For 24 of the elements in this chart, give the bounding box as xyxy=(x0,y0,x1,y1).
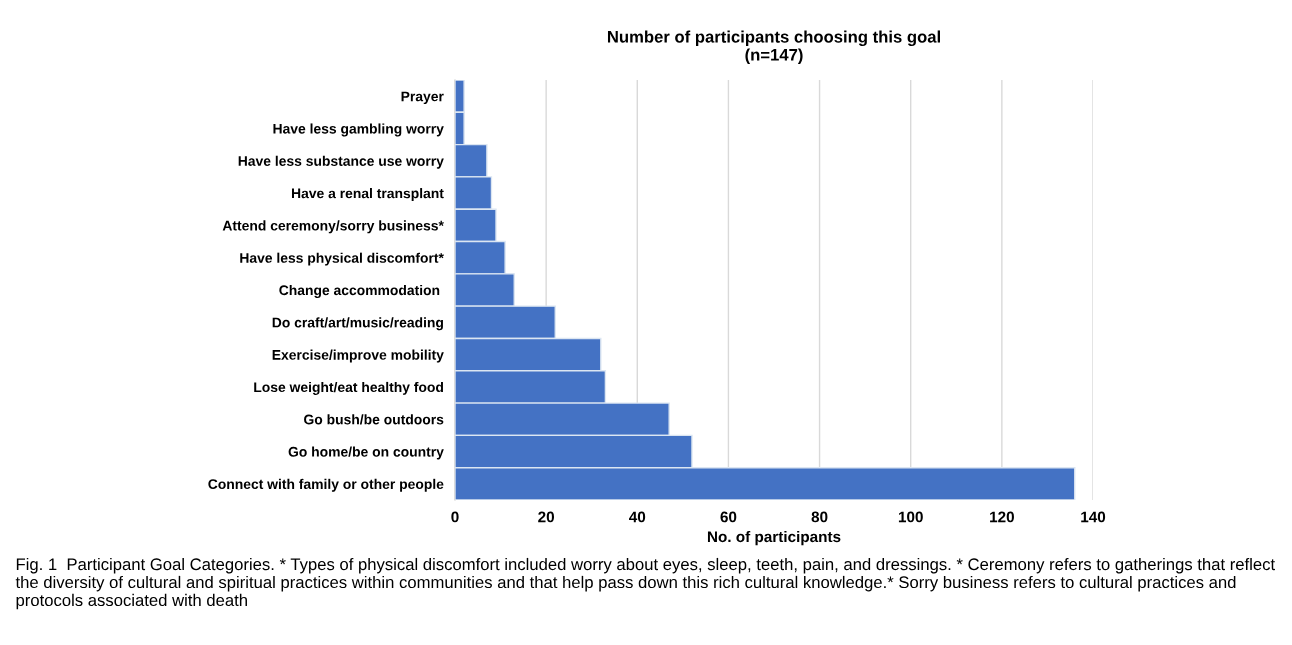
y-tick-label: Connect with family or other people xyxy=(208,478,444,492)
x-tick-label: 20 xyxy=(538,511,555,523)
y-tick-label: Exercise/improve mobility xyxy=(272,349,444,363)
y-tick-label: Have less physical discomfort* xyxy=(240,252,444,266)
chart-title: Number of participants choosing this goal (n=147) xyxy=(607,30,940,65)
y-tick-label: Go bush/be outdoors xyxy=(304,414,444,425)
y-tick-label: Have less substance use worry xyxy=(238,155,444,169)
y-tick-label: Go home/be on country xyxy=(288,446,444,460)
y-tick-label: Change accommodation xyxy=(279,284,440,298)
y-tick-label: Prayer xyxy=(401,91,444,105)
x-axis-title: No. of participants xyxy=(707,530,841,546)
x-tick-label: 140 xyxy=(1081,511,1106,523)
y-tick-label: Attend ceremony/sorry business* xyxy=(222,220,444,234)
x-tick-label: 100 xyxy=(898,511,923,523)
caption: Fig. 1 Participant Goal Categories. * Types of physical discomfort included worry about eyes, sleep, teeth, pain, and dressings. * Ceremony refers to gatherings that reflect the diversity of cultural and spiritual practices within communities and that help pass down this rich cultural knowledge.* Sorry business refers to cultural practices and protocols associated with death xyxy=(15,557,1275,610)
x-tick-label: 0 xyxy=(451,511,459,523)
y-tick-label: Have less gambling worry xyxy=(273,123,444,137)
y-tick-label: Have a renal transplant xyxy=(291,188,444,201)
x-tick-label: 120 xyxy=(990,511,1014,523)
x-tick-label: 60 xyxy=(720,511,737,523)
x-tick-label: 80 xyxy=(811,511,828,523)
x-tick-label: 40 xyxy=(629,511,646,523)
y-tick-label: Lose weight/eat healthy food xyxy=(254,381,443,395)
y-tick-label: Do craft/art/music/reading xyxy=(272,317,443,331)
